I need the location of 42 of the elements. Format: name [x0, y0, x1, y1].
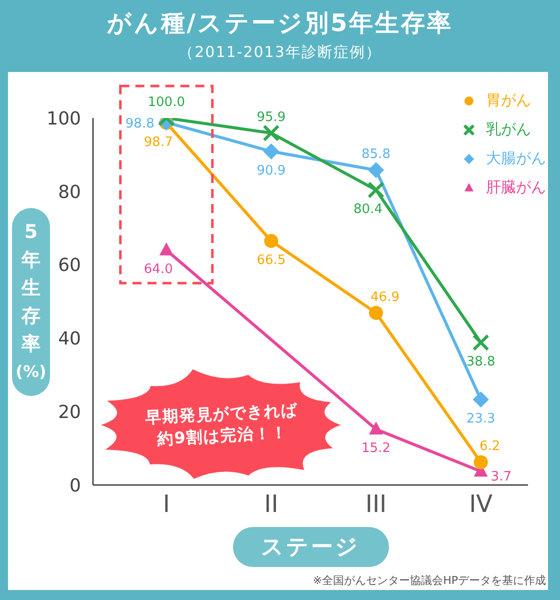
point [474, 455, 488, 470]
x-tick-label: IV [469, 490, 494, 518]
y-tick-label: 100 [46, 108, 81, 130]
x-tick-label: III [365, 490, 387, 518]
point [369, 306, 384, 320]
data-label: 85.8 [362, 147, 390, 162]
point [472, 391, 489, 408]
data-label: 46.9 [370, 290, 400, 305]
data-label: 64.0 [144, 262, 173, 278]
y-tick-label: 60 [58, 255, 81, 276]
y-tick-label: 80 [58, 182, 81, 203]
legend-label: 肝臓がん [486, 178, 546, 197]
x-tick-label: I [162, 490, 170, 518]
chart-title: がん種/ステージ別5年生存率 [106, 8, 454, 39]
data-label: 15.2 [362, 441, 390, 456]
legend-label: 乳がん [486, 120, 531, 139]
text: ※全国がんセンター協議会HPデータを基に作成 [312, 574, 546, 588]
data-label: 90.9 [256, 163, 286, 178]
legend-label: 胃がん [486, 91, 531, 110]
point [264, 234, 278, 248]
chart-subtitle: （2011-2013年診断症例） [178, 42, 382, 63]
data-label: 3.7 [490, 469, 512, 484]
x-tick-label: II [264, 490, 278, 518]
y-tick-label: 20 [58, 402, 81, 423]
data-label: 98.8 [125, 116, 154, 132]
data-label: 6.2 [479, 439, 500, 454]
point [369, 422, 384, 434]
data-label: 98.7 [144, 134, 173, 150]
data-label: 23.3 [466, 411, 496, 426]
point [263, 143, 280, 160]
data-label: 100.0 [148, 95, 185, 110]
data-label: 80.4 [354, 202, 382, 217]
data-label: 38.8 [466, 354, 496, 370]
data-label: 95.9 [256, 110, 286, 126]
y-tick-label: 0 [70, 475, 81, 496]
data-label: 66.5 [256, 252, 286, 268]
point [159, 242, 174, 256]
legend-label: 大腸がん [486, 149, 546, 168]
y-axis-title: 5年生存率(%) [16, 220, 46, 382]
point [368, 162, 384, 178]
annotation: 早期発見ができれば約9割は完治！！ [144, 399, 300, 450]
y-tick-label: 40 [58, 328, 81, 350]
